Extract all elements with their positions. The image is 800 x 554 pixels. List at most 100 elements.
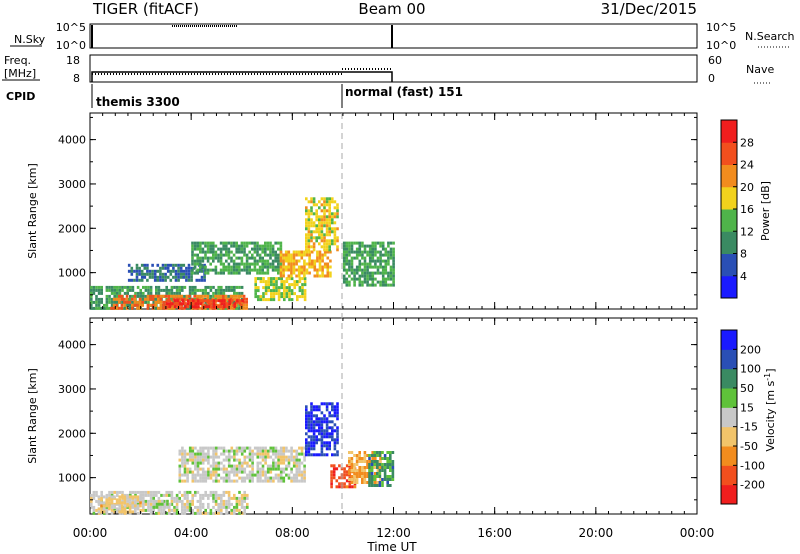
data-cell bbox=[310, 197, 313, 201]
data-cell bbox=[146, 272, 149, 276]
data-cell bbox=[295, 458, 299, 462]
data-cell bbox=[253, 473, 257, 477]
data-cell bbox=[183, 473, 187, 477]
data-cell bbox=[323, 250, 327, 254]
data-cell bbox=[355, 478, 359, 481]
data-cell bbox=[300, 271, 304, 275]
data-cell bbox=[225, 508, 228, 512]
data-cell bbox=[374, 259, 377, 263]
data-cell bbox=[376, 472, 379, 475]
data-cell bbox=[217, 291, 220, 295]
data-cell bbox=[194, 299, 198, 303]
data-cell bbox=[361, 283, 364, 287]
data-cell bbox=[350, 457, 354, 460]
data-cell bbox=[381, 268, 385, 272]
data-cell bbox=[366, 265, 369, 269]
data-cell bbox=[152, 490, 155, 494]
x-tick-label: 00:00 bbox=[680, 526, 715, 540]
data-cell bbox=[368, 265, 372, 269]
data-cell bbox=[90, 288, 93, 292]
data-cell bbox=[274, 253, 277, 257]
data-cell bbox=[186, 299, 190, 303]
data-cell bbox=[186, 479, 189, 483]
data-cell bbox=[165, 490, 168, 494]
data-cell bbox=[323, 215, 326, 219]
data-cell bbox=[201, 461, 205, 465]
data-cell bbox=[376, 268, 380, 272]
data-cell bbox=[233, 458, 236, 462]
data-cell bbox=[131, 495, 134, 499]
data-cell bbox=[92, 496, 96, 500]
data-cell bbox=[316, 259, 319, 263]
data-cell bbox=[259, 470, 262, 474]
data-cell bbox=[235, 250, 238, 254]
data-cell bbox=[235, 470, 239, 474]
data-cell bbox=[230, 508, 233, 512]
data-cell bbox=[366, 280, 369, 284]
data-cell bbox=[204, 452, 208, 456]
data-cell bbox=[323, 420, 326, 424]
data-cell bbox=[168, 493, 171, 497]
data-cell bbox=[277, 271, 280, 275]
data-cell bbox=[333, 411, 337, 415]
data-cell bbox=[201, 250, 205, 254]
data-cell bbox=[193, 262, 197, 266]
data-cell bbox=[285, 286, 289, 290]
data-cell bbox=[251, 470, 254, 474]
data-cell bbox=[214, 244, 218, 248]
data-cell bbox=[254, 277, 257, 281]
data-cell bbox=[326, 274, 330, 278]
data-cell bbox=[274, 461, 278, 465]
data-cell bbox=[199, 446, 202, 450]
data-cell bbox=[229, 294, 233, 298]
data-cell bbox=[350, 478, 354, 481]
data-cell bbox=[285, 280, 289, 284]
data-cell bbox=[332, 473, 336, 477]
colorbar-segment bbox=[721, 164, 737, 188]
data-cell bbox=[225, 470, 228, 474]
data-cell bbox=[219, 306, 222, 310]
data-cell bbox=[345, 485, 349, 489]
data-cell bbox=[262, 298, 265, 302]
data-cell bbox=[378, 484, 382, 487]
data-cell bbox=[387, 244, 390, 248]
data-cell bbox=[201, 476, 205, 480]
data-cell bbox=[209, 470, 213, 474]
data-cell bbox=[225, 449, 228, 453]
data-cell bbox=[272, 298, 276, 302]
data-cell bbox=[201, 256, 205, 260]
data-cell bbox=[290, 470, 293, 474]
data-cell bbox=[219, 271, 223, 275]
data-cell bbox=[238, 496, 241, 500]
data-cell bbox=[245, 256, 249, 260]
data-cell bbox=[383, 475, 387, 478]
data-cell bbox=[159, 272, 162, 276]
data-cell bbox=[212, 259, 215, 263]
data-cell bbox=[318, 250, 322, 254]
data-cell bbox=[343, 470, 346, 474]
data-cell bbox=[175, 288, 179, 292]
data-cell bbox=[383, 457, 387, 460]
data-cell bbox=[214, 300, 217, 304]
data-cell bbox=[310, 429, 313, 433]
data-cell bbox=[190, 306, 194, 310]
data-cell bbox=[217, 479, 221, 483]
data-cell bbox=[368, 472, 371, 475]
data-cell bbox=[162, 300, 165, 304]
data-cell bbox=[361, 280, 364, 284]
data-cell bbox=[183, 455, 187, 459]
data-cell bbox=[279, 479, 283, 483]
data-cell bbox=[323, 265, 327, 269]
data-cell bbox=[129, 303, 132, 307]
data-cell bbox=[100, 291, 103, 295]
data-cell bbox=[159, 303, 163, 307]
data-cell bbox=[238, 458, 241, 462]
data-cell bbox=[113, 294, 116, 298]
data-cell bbox=[300, 473, 304, 477]
data-cell bbox=[170, 496, 174, 500]
data-cell bbox=[277, 461, 280, 465]
data-cell bbox=[196, 473, 200, 477]
data-cell bbox=[149, 291, 153, 295]
data-cell bbox=[251, 467, 254, 471]
data-cell bbox=[175, 511, 179, 515]
